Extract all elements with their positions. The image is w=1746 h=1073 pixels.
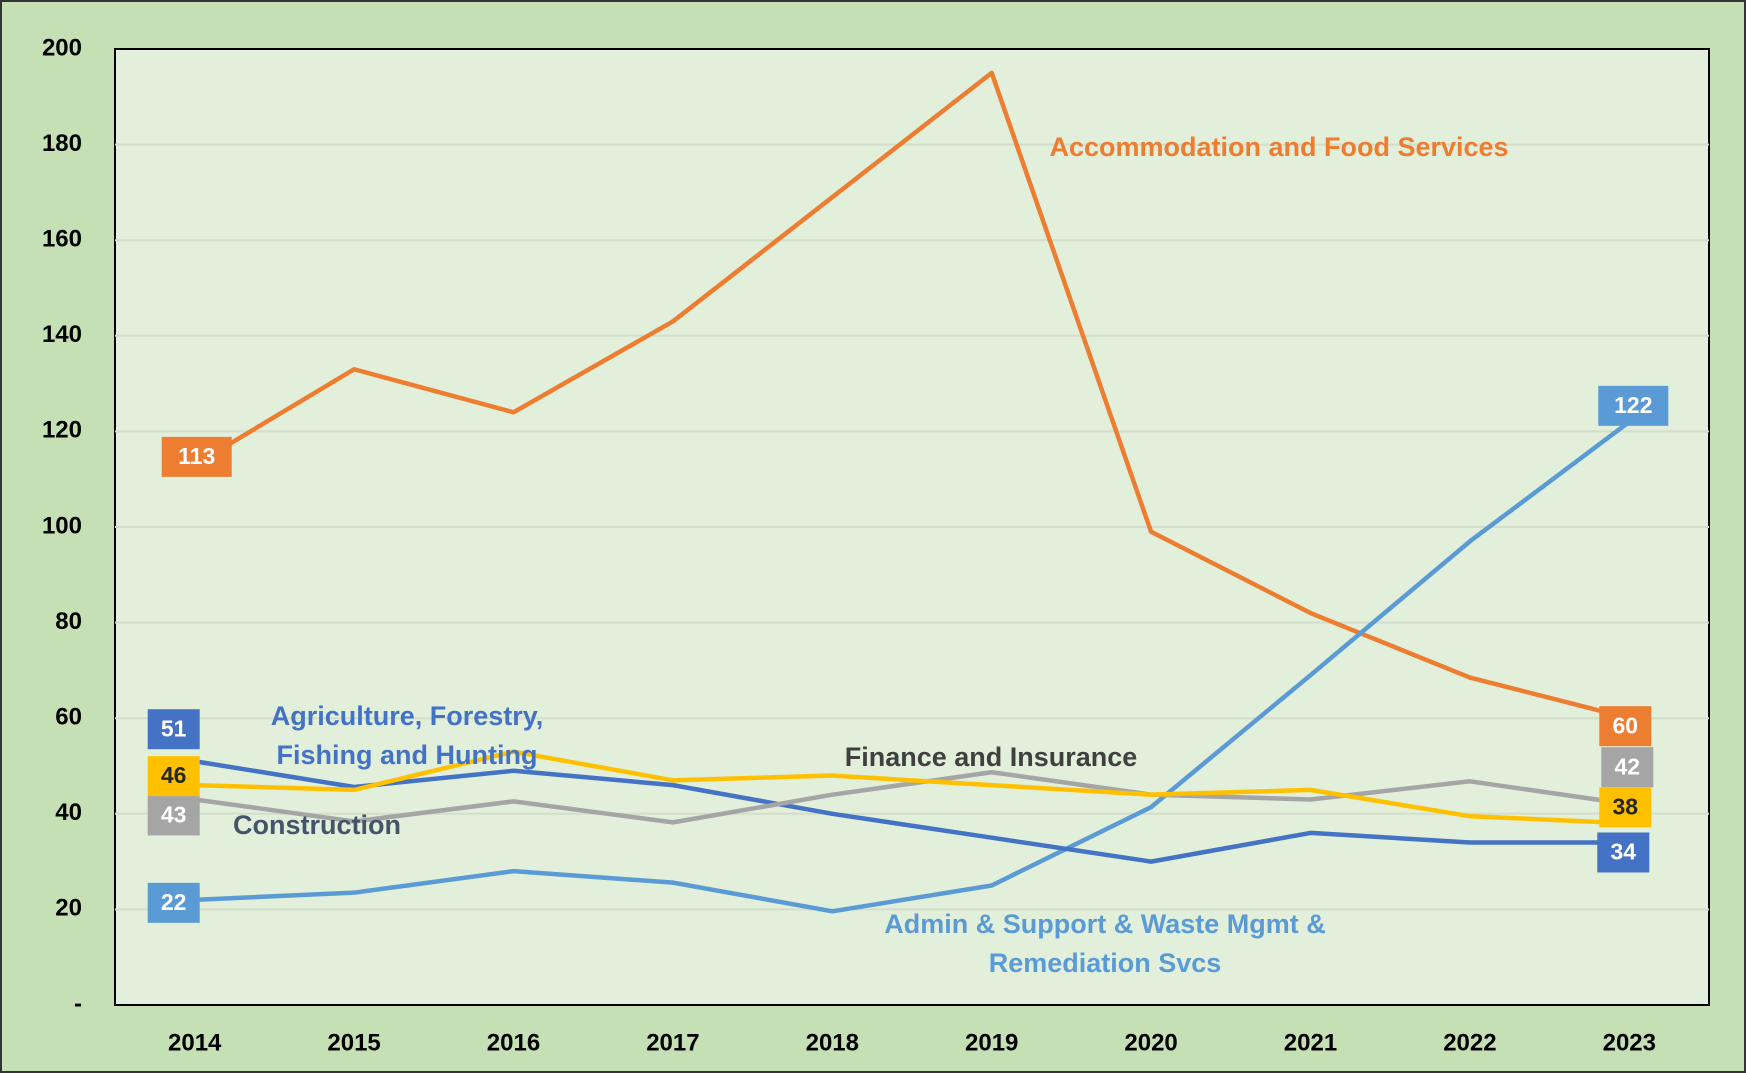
y-tick-label: 120 (42, 417, 82, 444)
data-label: 46 (161, 762, 187, 788)
series-line (194, 769, 1630, 825)
x-tick-label: 2016 (487, 1029, 540, 1056)
series-label: Agriculture, Forestry, Fishing and Hunti… (270, 701, 544, 770)
series-label: Construction (233, 810, 401, 840)
data-label-box (1599, 706, 1652, 747)
series-label: Finance and Insurance (844, 742, 1138, 772)
series-label: Accommodation and Food Services (1049, 132, 1509, 162)
x-tick-label: 2022 (1443, 1029, 1496, 1056)
data-label: 122 (1614, 392, 1652, 418)
data-label-box (1601, 747, 1654, 788)
data-label-box (1598, 385, 1669, 426)
y-tick-label: 60 (55, 704, 82, 731)
data-label: 38 (1613, 793, 1639, 819)
y-tick-label: 80 (55, 608, 82, 635)
data-label: 113 (178, 443, 215, 469)
data-label-box (161, 436, 232, 477)
data-label-box (147, 882, 200, 923)
data-label-box (1599, 787, 1652, 828)
series-line (194, 420, 1631, 914)
y-tick-label: 160 (42, 226, 82, 253)
data-label: 60 (1613, 712, 1639, 738)
x-tick-label: 2014 (168, 1029, 222, 1056)
series-label: Admin & Support & Waste Mgmt & Remediati… (884, 909, 1326, 978)
series-line (194, 758, 1630, 864)
y-tick-label: 100 (42, 512, 82, 539)
y-tick-label: 180 (42, 130, 82, 157)
y-tick-label: 140 (42, 321, 82, 348)
x-tick-label: 2023 (1603, 1029, 1656, 1056)
y-tick-label: 200 (42, 34, 82, 61)
data-label: 22 (161, 889, 187, 915)
data-label-box (1597, 832, 1650, 873)
series-line (194, 749, 1630, 826)
data-label-box (147, 795, 200, 836)
data-label-box (147, 709, 200, 750)
x-tick-label: 2021 (1284, 1029, 1337, 1056)
data-label: 51 (161, 715, 187, 741)
x-tick-label: 2020 (1124, 1029, 1177, 1056)
data-label: 43 (161, 802, 187, 828)
y-tick-label: - (74, 990, 82, 1017)
x-tick-label: 2018 (806, 1029, 859, 1056)
x-tick-label: 2017 (646, 1029, 699, 1056)
x-tick-label: 2019 (965, 1029, 1018, 1056)
data-label-box (147, 756, 200, 797)
series-line (193, 70, 1630, 721)
y-tick-label: 20 (55, 895, 82, 922)
y-tick-label: 40 (55, 799, 82, 826)
data-label: 34 (1611, 839, 1637, 865)
data-label: 42 (1615, 753, 1641, 779)
x-tick-label: 2015 (327, 1029, 380, 1056)
